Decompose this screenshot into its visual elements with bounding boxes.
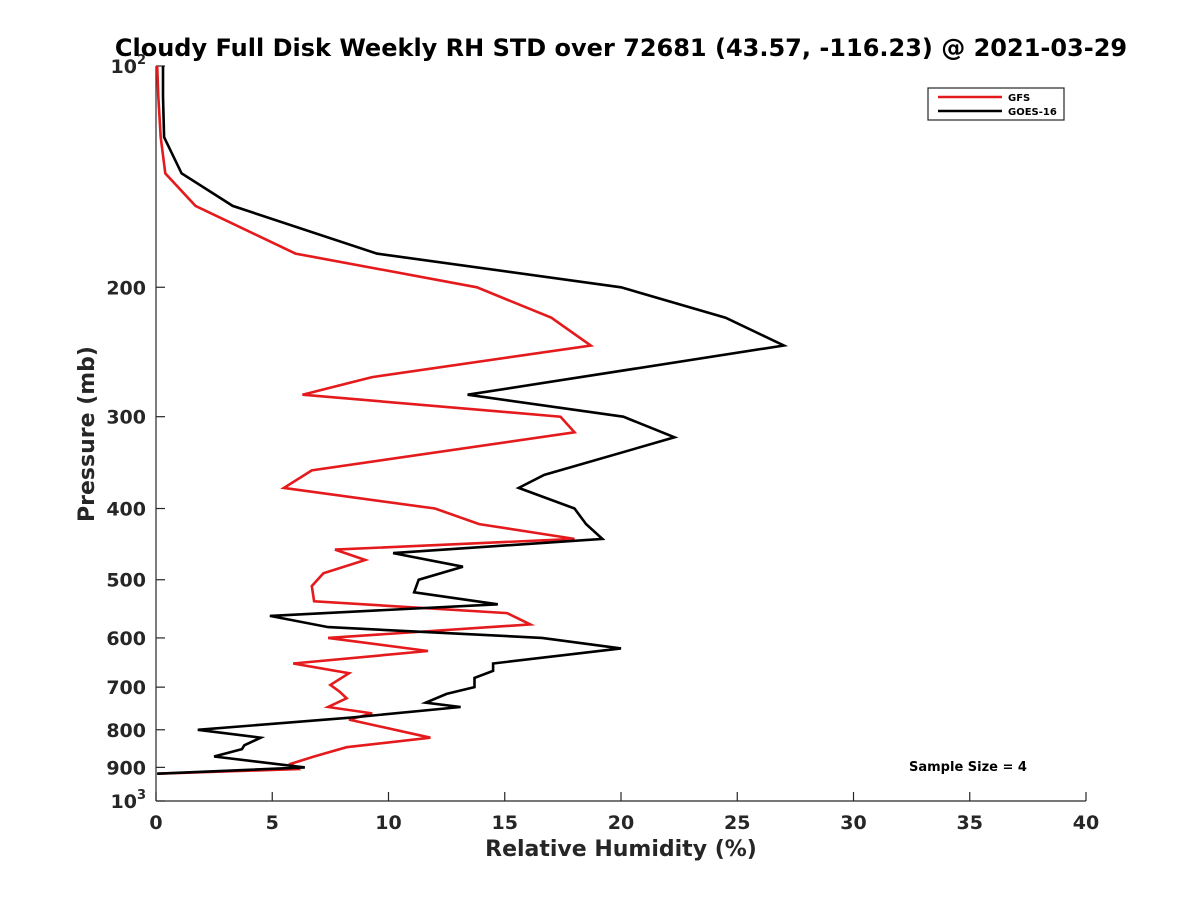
x-tick-label: 10 <box>375 812 401 834</box>
y-axis-label: Pressure (mb) <box>75 346 100 522</box>
y-tick-label: 900 <box>106 757 146 779</box>
x-tick-label: 0 <box>149 812 162 834</box>
chart-title: Cloudy Full Disk Weekly RH STD over 7268… <box>115 34 1127 62</box>
sample-size-annotation: Sample Size = 4 <box>909 760 1027 775</box>
legend-entry: GFS <box>1008 93 1030 104</box>
x-tick-label: 25 <box>724 812 750 834</box>
x-tick-label: 40 <box>1073 812 1099 834</box>
x-tick-label: 30 <box>840 812 866 834</box>
y-tick-label: 102 <box>111 53 147 78</box>
y-tick-label: 300 <box>106 407 146 429</box>
series-line-gfs <box>155 65 595 775</box>
x-tick-label: 20 <box>608 812 634 834</box>
legend-box <box>927 87 1065 121</box>
y-tick-label: 700 <box>106 677 146 699</box>
y-tick-label: 200 <box>106 277 146 299</box>
y-tick-label: 103 <box>111 788 147 813</box>
x-tick-label: 5 <box>266 812 279 834</box>
plot-area: 0 5 10 15 20 25 30 35 40 102 200 300 400 500 600 700 800… <box>106 53 1099 834</box>
series-line-goes-16 <box>157 66 789 775</box>
x-tick-label: 35 <box>957 812 983 834</box>
legend: GFS GOES-16 <box>927 87 1065 121</box>
x-axis-label: Relative Humidity (%) <box>485 837 757 862</box>
y-tick-label: 600 <box>106 628 146 650</box>
x-tick-label: 15 <box>492 812 518 834</box>
y-tick-label: 500 <box>106 570 146 592</box>
y-tick-label: 800 <box>106 720 146 742</box>
y-tick-label: 400 <box>106 499 146 521</box>
legend-entry: GOES-16 <box>1008 107 1057 118</box>
